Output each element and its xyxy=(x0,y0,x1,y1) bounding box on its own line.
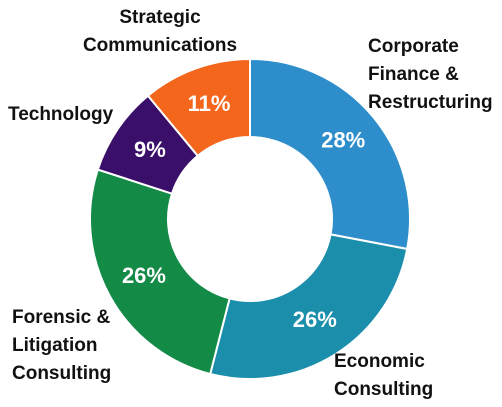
value-label: 11% xyxy=(188,91,231,116)
donut-segment xyxy=(249,57,411,251)
donut-segment xyxy=(208,233,409,380)
value-label: 26% xyxy=(122,263,166,288)
donut-segment xyxy=(146,57,251,158)
value-label: 9% xyxy=(134,137,166,162)
category-label: Economic Consulting xyxy=(334,351,434,400)
category-label: Strategic Communications xyxy=(82,7,238,56)
value-label: 28% xyxy=(321,128,365,153)
category-label: Corporate Finance & Restructuring xyxy=(368,36,493,113)
category-label: Technology xyxy=(8,104,114,125)
category-label: Forensic & Litigation Consulting xyxy=(12,307,112,384)
value-label: 26% xyxy=(293,307,337,332)
donut-segment xyxy=(89,168,231,376)
